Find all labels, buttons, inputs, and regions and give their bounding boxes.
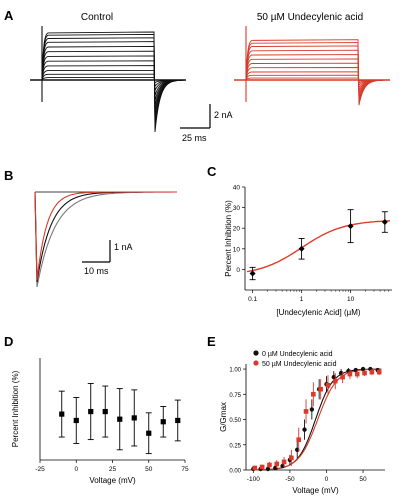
e-data-point-1-1: [259, 464, 265, 470]
c-y-axis-label: Percent Inhibition (%): [224, 200, 233, 277]
e-legend: 0 µM Undecylenic acid 50 µM Undecylenic …: [253, 350, 337, 368]
d-x-tick-label-3: 50: [145, 466, 153, 473]
e-data-point-1-6: [296, 437, 302, 443]
tail-current-traces: [34, 191, 177, 288]
c-data-point-2: [347, 223, 354, 230]
scale-bar-a-x-label: 25 ms: [182, 133, 207, 143]
panel-a-letter: A: [4, 8, 14, 23]
control-label: Control: [81, 12, 113, 23]
e-data-point-1-10: [325, 382, 331, 388]
e-data-point-1-2: [267, 462, 272, 468]
e-data-point-1-3: [274, 461, 280, 467]
d-data-point-0: [59, 411, 65, 417]
e-fit-curve-0: [249, 368, 382, 471]
panel-b-letter: B: [4, 168, 13, 183]
e-data-point-1-14: [354, 371, 360, 377]
e-data-point-0-7: [302, 427, 307, 432]
d-data-point-7: [160, 419, 166, 425]
e-data-point-1-13: [347, 371, 353, 377]
e-x-tick-label-1: -50: [285, 476, 295, 483]
e-data-point-1-11: [332, 378, 338, 384]
d-y-axis-label: Percent Inhibition (%): [11, 370, 20, 447]
e-y-axis-label: G/Gmax: [219, 402, 228, 432]
c-y-tick-label-2: 20: [233, 226, 241, 233]
e-x-tick-label-3: 50: [359, 476, 367, 483]
e-y-tick-label-4: 1.00: [229, 368, 241, 374]
e-data-point-1-0: [252, 465, 258, 471]
d-data-point-4: [117, 416, 123, 422]
c-x-axis-label: [Undecylenic Acid] (µM): [276, 308, 361, 317]
drug-label: 50 µM Undecylenic acid: [257, 12, 363, 23]
panel-d-chart: Percent Inhibition (%) Voltage (mV) -25 0…: [11, 358, 189, 485]
e-data-point-1-7: [303, 409, 309, 414]
c-fit-curve: [246, 220, 391, 273]
e-data-point-1-8: [311, 391, 316, 397]
scale-bar-b-y-label: 1 nA: [114, 242, 133, 252]
d-x-tick-label-1: 0: [74, 466, 78, 473]
d-data-point-5: [131, 415, 137, 421]
scale-bar-b-x-label: 10 ms: [84, 266, 109, 276]
panel-d-letter: D: [4, 334, 13, 349]
d-data-point-8: [175, 417, 181, 424]
panel-e-letter: E: [207, 334, 216, 349]
scale-bar-b: 1 nA 10 ms: [82, 240, 133, 276]
panel-c-letter: C: [207, 164, 217, 179]
e-y-tick-label-2: 0.50: [229, 418, 241, 424]
e-data-point-1-12: [340, 374, 345, 380]
scale-bar-a: 2 nA 25 ms: [180, 104, 233, 143]
c-data-point-3: [381, 219, 388, 226]
control-traces: [30, 26, 187, 133]
e-x-tick-label-0: -100: [247, 476, 260, 483]
panel-c-chart: Percent Inhibition (%) [Undecylenic Acid…: [224, 185, 392, 317]
current-trace-10: [240, 39, 391, 106]
panel-b: 1 nA 10 ms: [34, 191, 177, 288]
e-y-tick-label-1: 0.25: [229, 443, 241, 449]
d-x-tick-label-2: 25: [109, 466, 117, 473]
d-x-tick-label-0: -25: [35, 466, 45, 473]
c-y-tick-label-1: 10: [233, 246, 241, 253]
c-data-point-1: [298, 245, 305, 252]
e-data-point-1-17: [376, 369, 382, 375]
d-data-point-3: [102, 408, 108, 415]
e-y-tick-label-3: 0.75: [229, 393, 241, 399]
e-fit-curve-1: [249, 368, 382, 471]
d-data-point-1: [73, 417, 79, 424]
scale-bar-a-y-label: 2 nA: [214, 110, 233, 120]
e-legend-marker-drug: [253, 360, 259, 366]
current-trace-8: [240, 45, 391, 102]
e-x-tick-label-2: 0: [325, 476, 329, 483]
drug-traces: [234, 26, 391, 106]
e-data-point-1-4: [281, 459, 287, 465]
e-data-point-1-9: [318, 386, 323, 392]
e-data-point-1-15: [362, 370, 367, 376]
e-data-point-0-8: [309, 407, 315, 412]
c-y-tick-label-4: 40: [233, 185, 241, 192]
e-data-point-1-5: [289, 455, 294, 461]
c-x-tick-label-2: 10: [347, 296, 355, 303]
d-data-point-6: [146, 430, 152, 436]
c-x-tick-label-0: 0.1: [248, 296, 257, 303]
e-data-point-1-16: [369, 369, 375, 375]
e-y-tick-label-0: 0.00: [229, 469, 241, 475]
c-y-tick-label-0: 0: [236, 267, 240, 274]
current-trace-5: [240, 58, 390, 94]
drug-tail: [34, 191, 177, 281]
c-x-tick-label-1: 1: [300, 296, 304, 303]
current-trace-9: [240, 42, 391, 104]
d-x-tick-label-4: 75: [181, 466, 189, 473]
d-x-axis-label: Voltage (mV): [89, 476, 136, 485]
panel-a: Control 50 µM Undecylenic acid 2 nA 25 m…: [30, 12, 391, 143]
e-x-axis-label: Voltage (mV): [292, 486, 339, 495]
current-trace-7: [240, 49, 390, 99]
panel-e-chart: G/Gmax Voltage (mV) 0 µM Undecylenic aci…: [219, 350, 385, 495]
e-legend-label-control: 0 µM Undecylenic acid: [262, 351, 333, 358]
d-data-point-2: [88, 408, 94, 415]
c-data-point-0: [249, 270, 256, 277]
e-legend-label-drug: 50 µM Undecylenic acid: [262, 361, 337, 368]
c-y-tick-label-3: 30: [233, 205, 241, 212]
e-legend-marker-control: [253, 350, 259, 356]
